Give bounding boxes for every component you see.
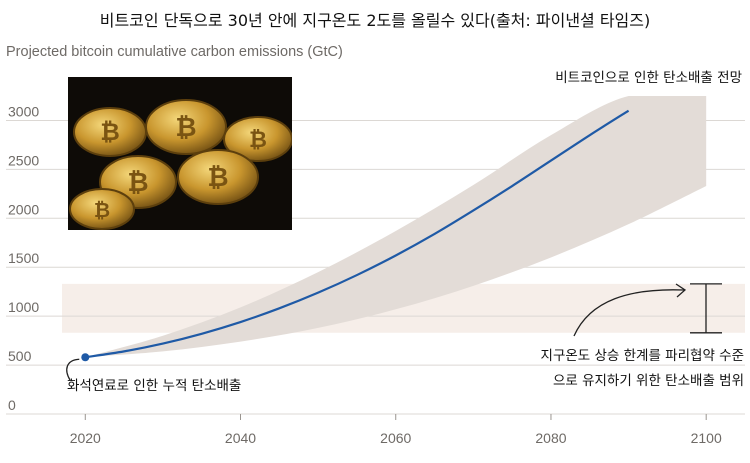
range-annotation-arrowhead [675,283,687,298]
svg-text:₿: ₿ [100,118,120,146]
y-axis: 0 500 1000 1500 2000 2500 3000 [8,103,39,413]
fossil-annotation-arrow [66,358,80,381]
paris-range-label-line2: 으로 유지하기 위한 탄소배출 범위 [553,373,744,389]
coin-2: ₿ [145,99,227,155]
x-tick-2080: 2080 [535,430,566,446]
svg-text:₿: ₿ [249,128,267,153]
coin-1: ₿ [73,107,147,157]
y-tick-1500: 1500 [8,250,39,266]
svg-text:₿: ₿ [94,198,110,222]
y-tick-500: 500 [8,348,32,364]
y-tick-2500: 2500 [8,152,39,168]
x-tick-2020: 2020 [70,430,101,446]
y-tick-1000: 1000 [8,299,39,315]
svg-text:₿: ₿ [127,168,148,198]
x-tick-2060: 2060 [380,430,411,446]
y-tick-3000: 3000 [8,103,39,119]
x-tick-2040: 2040 [225,430,256,446]
x-axis: 2020 2040 2060 2080 2100 [70,414,722,446]
bitcoin-photo: ₿ ₿ ₿ ₿ ₿ ₿ [68,77,292,230]
x-tick-2100: 2100 [691,430,722,446]
current-emissions-point [81,353,90,362]
coin-3: ₿ [223,116,292,162]
paris-range-bracket [690,283,722,334]
fossil-emissions-label: 화석연료로 인한 누적 탄소배출 [67,378,241,394]
projection-label: 비트코인으로 인한 탄소배출 전망 [555,70,742,86]
y-tick-0: 0 [8,397,16,413]
coin-6: ₿ [69,188,135,230]
paris-range-label-line1: 지구온도 상승 한계를 파리협약 수준 [541,348,744,364]
y-tick-2000: 2000 [8,201,39,217]
range-annotation-arrow [573,289,685,337]
svg-text:₿: ₿ [207,163,228,193]
page-title: 비트코인 단독으로 30년 안에 지구온도 2도를 올릴수 있다(출처: 파이낸… [99,11,651,30]
coin-5: ₿ [177,149,259,205]
chart-title: Projected bitcoin cumulative carbon emis… [6,44,343,60]
bitcoin-coins-illustration: ₿ ₿ ₿ ₿ ₿ ₿ [69,99,292,230]
series-line-projection [85,109,630,359]
svg-text:₿: ₿ [175,113,196,143]
